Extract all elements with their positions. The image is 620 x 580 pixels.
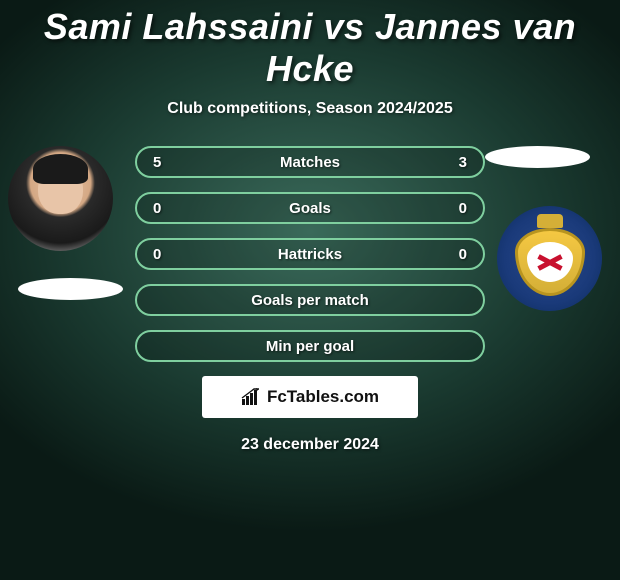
- comparison-card: Sami Lahssaini vs Jannes van Hcke Club c…: [0, 0, 620, 580]
- stat-left-value: 0: [153, 246, 161, 263]
- stat-row-matches: 5 Matches 3: [135, 146, 485, 178]
- club-crest-icon: [515, 220, 585, 298]
- player-left-club-badge: [18, 278, 123, 300]
- bar-chart-icon: [241, 388, 263, 406]
- subtitle: Club competitions, Season 2024/2025: [0, 100, 620, 118]
- brand-suffix: Tables.com: [287, 387, 379, 406]
- stat-label: Goals per match: [251, 292, 369, 309]
- footer-date: 23 december 2024: [0, 436, 620, 454]
- page-title: Sami Lahssaini vs Jannes van Hcke: [0, 0, 620, 90]
- player-right-club-badge: [485, 146, 590, 168]
- player-left-avatar: [8, 146, 113, 251]
- stat-right-value: 0: [459, 246, 467, 263]
- stats-list: 5 Matches 3 0 Goals 0 0 Hattricks 0 Goal…: [135, 146, 485, 362]
- content-area: 5 Matches 3 0 Goals 0 0 Hattricks 0 Goal…: [0, 146, 620, 454]
- stat-right-value: 0: [459, 200, 467, 217]
- brand-text: FcTables.com: [267, 387, 379, 407]
- stat-left-value: 0: [153, 200, 161, 217]
- stat-row-hattricks: 0 Hattricks 0: [135, 238, 485, 270]
- stat-right-value: 3: [459, 154, 467, 171]
- stat-row-goals-per-match: Goals per match: [135, 284, 485, 316]
- stat-row-goals: 0 Goals 0: [135, 192, 485, 224]
- stat-label: Matches: [280, 154, 340, 171]
- brand-badge[interactable]: FcTables.com: [202, 376, 418, 418]
- brand-prefix: Fc: [267, 387, 287, 406]
- stat-left-value: 5: [153, 154, 161, 171]
- stat-row-min-per-goal: Min per goal: [135, 330, 485, 362]
- stat-label: Min per goal: [266, 338, 354, 355]
- stat-label: Hattricks: [278, 246, 342, 263]
- player-right-avatar: [497, 206, 602, 311]
- stat-label: Goals: [289, 200, 331, 217]
